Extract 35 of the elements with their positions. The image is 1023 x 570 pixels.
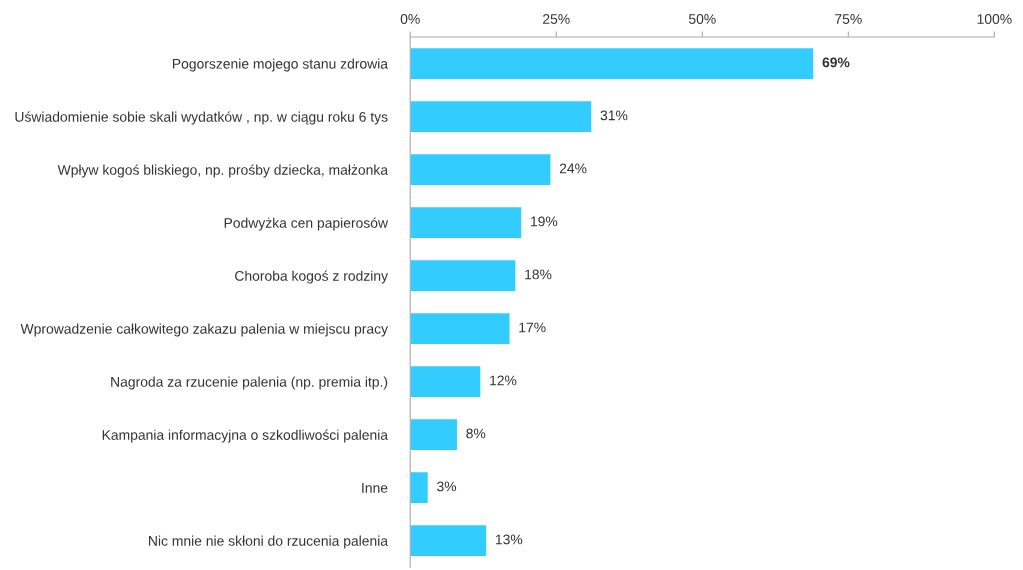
data-label: 31% (600, 110, 628, 121)
y-tick-label: Pogorszenie mojego stanu zdrowia (172, 58, 389, 72)
y-tick-label: Choroba kogoś z rodziny (235, 270, 388, 284)
bar (410, 260, 516, 291)
bar (410, 207, 522, 238)
bar (410, 472, 428, 504)
x-tick-label: 0% (400, 14, 420, 24)
y-tick-label: Wprowadzenie całkowitego zakazu palenia w miejscu pracy (20, 323, 388, 337)
data-label: 24% (559, 163, 587, 174)
x-tick-label: 100% (977, 14, 1012, 24)
bar (410, 366, 481, 397)
x-tick-label: 25% (543, 14, 570, 24)
bar (410, 419, 457, 450)
x-tick-label: 50% (688, 14, 716, 24)
bar (410, 154, 551, 185)
y-tick-label: Nic mnie nie skłoni do rzucenia palenia (149, 535, 389, 549)
y-tick-label: Podwyżka cen papierosów (224, 217, 389, 231)
data-label: 12% (490, 375, 517, 386)
bar (410, 525, 487, 557)
data-label: 13% (495, 534, 523, 545)
x-tick-label: 75% (835, 14, 862, 24)
y-tick-label: Nagroda za rzucenie palenia (np. premia itp.) (111, 376, 388, 390)
data-label: 19% (531, 216, 558, 227)
y-tick-label: Uświadomienie sobie skali wydatków , np. w ciągu roku 6 tys (15, 111, 388, 125)
data-label: 8% (466, 428, 486, 439)
y-tick-label: Inne (362, 483, 388, 493)
data-label: 17% (519, 322, 546, 333)
data-label: 3% (437, 481, 457, 492)
data-label: 18% (525, 269, 552, 280)
bar (410, 48, 814, 79)
bar (410, 313, 510, 344)
y-tick-label: Kampania informacyjna o szkodliwości palenia (102, 429, 389, 443)
data-label: 69% (822, 57, 850, 68)
bar (410, 101, 592, 132)
y-tick-label: Wpływ kogoś bliskiego, np. prośby dziecka, małżonka (57, 164, 389, 178)
